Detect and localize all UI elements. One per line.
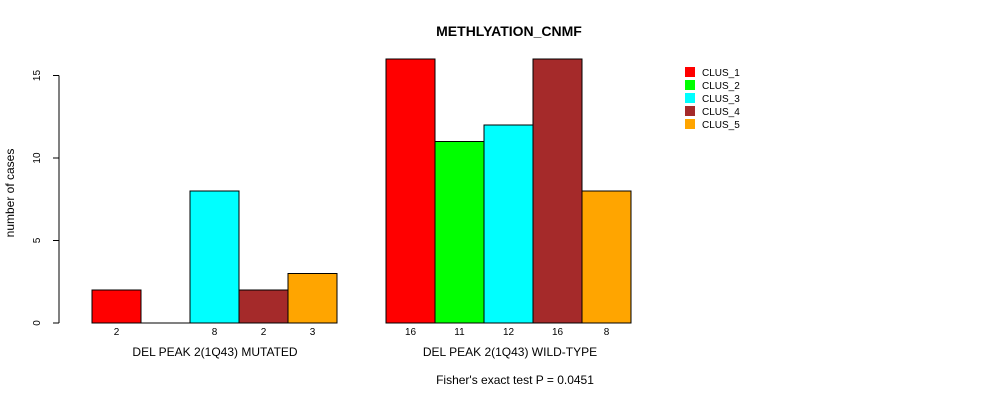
group-label-mutated: DEL PEAK 2(1Q43) MUTATED [132, 345, 297, 359]
legend-label-clus-1: CLUS_1 [702, 68, 740, 79]
count-labels: 2 8 2 3 16 11 12 16 8 [114, 327, 610, 338]
fisher-test-footnote: Fisher's exact test P = 0.0451 [436, 373, 594, 387]
count-label: 16 [405, 327, 417, 338]
count-label: 8 [604, 327, 610, 338]
count-label: 3 [310, 327, 316, 338]
bars [91, 58, 632, 324]
group-label-wild-type: DEL PEAK 2(1Q43) WILD-TYPE [423, 345, 597, 359]
legend-label-clus-5: CLUS_5 [702, 120, 740, 131]
y-tick-label: 10 [32, 152, 43, 164]
legend-swatch-clus-5 [685, 119, 695, 129]
bar-clus-4-group-1 [238, 289, 289, 324]
count-label: 11 [454, 327, 465, 338]
y-axis: 0 5 10 15 [32, 70, 60, 326]
chart-title: METHLYATION_CNMF [436, 23, 582, 39]
bar-clus-1-group-2 [385, 58, 436, 324]
count-label: 2 [261, 327, 267, 338]
legend-label-clus-4: CLUS_4 [702, 107, 740, 118]
y-tick-label: 15 [32, 70, 43, 82]
legend-label-clus-2: CLUS_2 [702, 81, 740, 92]
bar-clus-1-group-1 [91, 289, 142, 324]
bar-clus-5-group-1 [287, 273, 338, 324]
bar-clus-3-group-2 [483, 124, 534, 324]
bar-clus-3-group-1 [189, 190, 240, 324]
bar-clus-2-group-2 [434, 141, 485, 324]
y-tick-label: 5 [32, 237, 43, 243]
count-label: 12 [503, 327, 515, 338]
count-label: 16 [552, 327, 564, 338]
legend-swatch-clus-1 [685, 67, 695, 77]
y-axis-label: number of cases [3, 149, 17, 238]
count-label: 8 [212, 327, 218, 338]
legend-swatch-clus-2 [685, 80, 695, 90]
legend-label-clus-3: CLUS_3 [702, 94, 740, 105]
y-tick-label: 0 [32, 320, 43, 326]
legend-swatch-clus-4 [685, 106, 695, 116]
count-label: 2 [114, 327, 120, 338]
legend: CLUS_1 CLUS_2 CLUS_3 CLUS_4 CLUS_5 [685, 67, 740, 131]
bar-clus-5-group-2 [581, 190, 632, 324]
legend-swatch-clus-3 [685, 93, 695, 103]
bar-clus-4-group-2 [532, 58, 583, 324]
